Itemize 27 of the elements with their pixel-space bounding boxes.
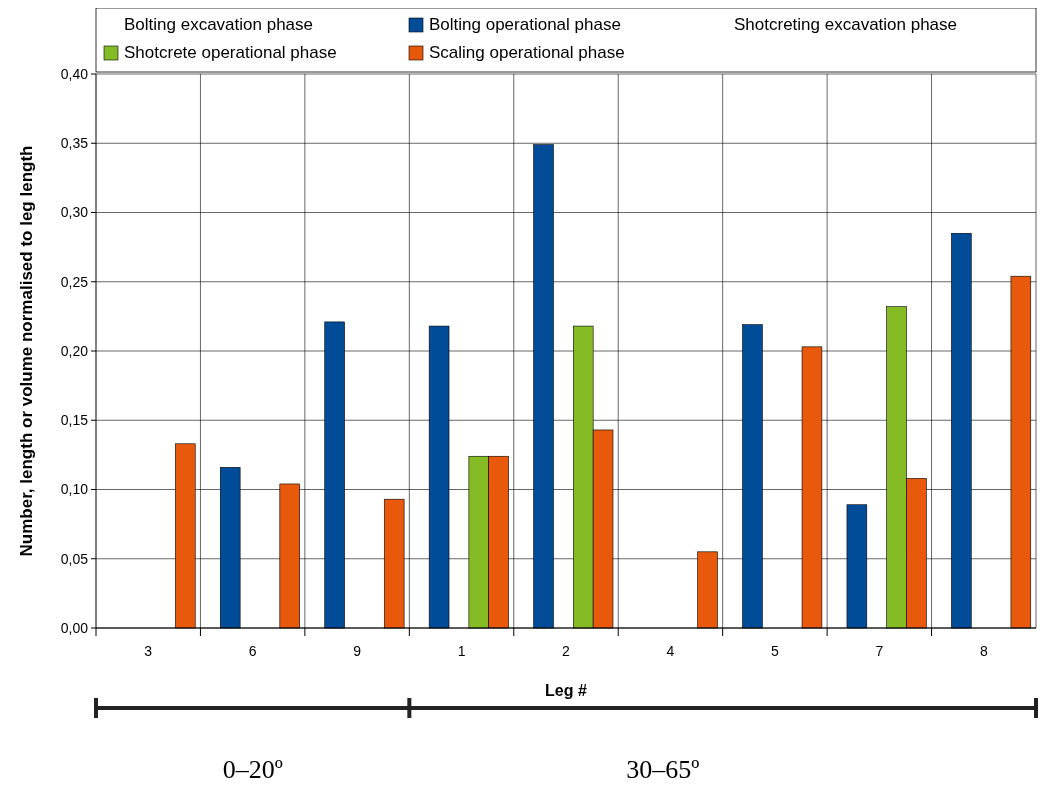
- x-axis-title: Leg #: [545, 682, 587, 699]
- y-tick-label: 0,15: [60, 412, 89, 429]
- y-tick-label: 0,35: [60, 135, 89, 152]
- legend-label: Bolting operational phase: [429, 15, 621, 34]
- x-tick-label: 6: [248, 643, 257, 659]
- y-tick-label: 0,05: [60, 550, 89, 567]
- legend-label: Scaling operational phase: [429, 43, 625, 62]
- text: Shotcreting excavation phase: [734, 15, 958, 34]
- y-tick-label: 0,25: [60, 273, 89, 290]
- y-tick-label: 0,30: [60, 204, 89, 221]
- x-tick-label: 7: [875, 643, 884, 659]
- y-tick-label: 0,00: [60, 619, 89, 636]
- x-tick-label: 9: [353, 643, 362, 659]
- x-tick-label: 3: [144, 643, 153, 659]
- y-tick-label: 0,20: [60, 342, 89, 359]
- text: 0–20º: [222, 755, 283, 784]
- text: Bolting excavation phase: [124, 15, 314, 34]
- text: 30–65º: [626, 755, 700, 784]
- legend-label: Shotcrete operational phase: [124, 43, 337, 62]
- x-tick-label: 4: [666, 643, 675, 659]
- y-tick-label: 0,40: [60, 65, 89, 82]
- x-tick-label: 1: [457, 643, 466, 659]
- x-tick-label: 5: [770, 643, 779, 659]
- x-tick-label: 2: [562, 643, 571, 659]
- y-tick-label: 0,10: [60, 481, 89, 498]
- y-axis-title: Number, length or volume normalised to leg length: [17, 145, 36, 557]
- x-tick-label: 8: [979, 643, 988, 659]
